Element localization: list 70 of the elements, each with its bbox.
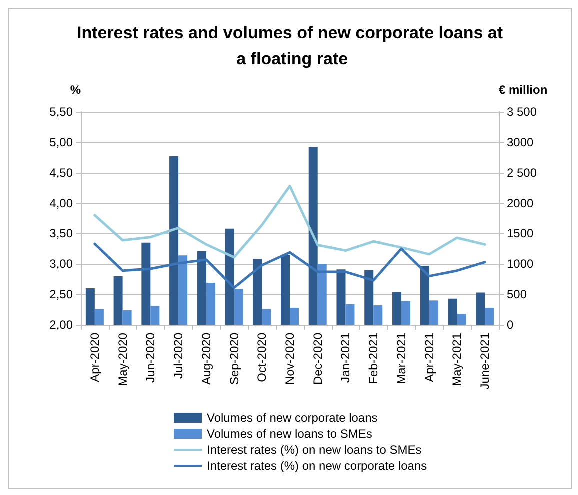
bar [114, 276, 123, 325]
line-series [94, 242, 486, 290]
y2-tick-label: 3 500 [507, 105, 538, 119]
y-tick-label: 5,50 [50, 105, 74, 119]
y-tick-label: 3,00 [50, 257, 74, 272]
x-tick-label: Oct-2020 [255, 332, 270, 382]
y2-tick-label: 3000 [507, 135, 534, 150]
y2-tick-label: 1000 [507, 257, 534, 272]
bar [234, 289, 244, 325]
x-tick-label: Apr-2021 [422, 332, 436, 382]
x-tick-label: Jan-2021 [338, 332, 353, 384]
x-tick-label: Jun-2020 [144, 332, 158, 384]
bar [142, 242, 151, 325]
y2-tick-label: 1500 [507, 226, 534, 241]
x-tick-label: June-2021 [478, 332, 492, 390]
legend-label: Volumes of new corporate loans [207, 411, 378, 425]
bar [346, 304, 355, 325]
y-tick-label: 4,00 [50, 196, 74, 210]
bar [374, 306, 383, 325]
line-series [94, 184, 486, 259]
x-tick-label: Dec-2020 [310, 332, 325, 386]
legend-label: Volumes of new loans to SMEs [207, 427, 372, 441]
y2-axis-title: € million [499, 83, 548, 97]
bar [178, 256, 188, 325]
y-tick-label: 5,00 [50, 135, 74, 150]
bar [281, 255, 290, 325]
y-tick-label: 2,50 [50, 288, 74, 302]
bar [336, 270, 346, 325]
legend-label: Interest rates (%) on new corporate loans [207, 459, 428, 473]
legend-label: Interest rates (%) on new loans to SMEs [207, 443, 422, 457]
bar [86, 288, 95, 325]
x-tick-label: May-2021 [450, 332, 464, 386]
bar [225, 228, 234, 325]
bar [457, 314, 466, 325]
x-tick-label: Nov-2020 [283, 332, 297, 386]
y2-tick-label: 500 [507, 288, 528, 302]
x-tick-label: Mar-2021 [394, 332, 408, 384]
bar [318, 264, 327, 325]
y2-tick-label: 2 500 [507, 166, 538, 180]
x-tick-label: Sep-2020 [227, 332, 242, 386]
bar [420, 266, 430, 325]
bar [448, 298, 458, 325]
chart-title: Interest rates and volumes of new corporate loans at a floating rate [76, 24, 504, 68]
x-tick-label: Jul-2020 [172, 332, 186, 380]
y-tick-label: 4,50 [50, 166, 74, 180]
bar [485, 308, 494, 325]
y2-tick-label: 0 [507, 318, 514, 332]
bar [429, 300, 438, 325]
x-tick-label: Feb-2021 [366, 332, 381, 384]
x-tick-label: May-2020 [116, 332, 130, 386]
y-tick-label: 3,50 [50, 226, 74, 241]
bar [150, 306, 160, 325]
y-axis-title: % [70, 83, 82, 97]
bar [197, 251, 206, 325]
bar [253, 259, 262, 325]
y2-tick-label: 2000 [507, 196, 534, 210]
bar [170, 156, 179, 325]
bar [476, 292, 486, 325]
bar [262, 309, 272, 325]
bar [122, 310, 132, 325]
x-tick-label: Apr-2020 [88, 332, 102, 382]
bar [206, 283, 216, 325]
bar [308, 147, 318, 325]
x-tick-label: Aug-2020 [199, 332, 214, 386]
bar [364, 270, 374, 325]
bar [401, 301, 410, 325]
bar [94, 309, 104, 325]
y-tick-label: 2,00 [50, 318, 74, 332]
bar [392, 292, 402, 325]
bar [290, 308, 299, 325]
